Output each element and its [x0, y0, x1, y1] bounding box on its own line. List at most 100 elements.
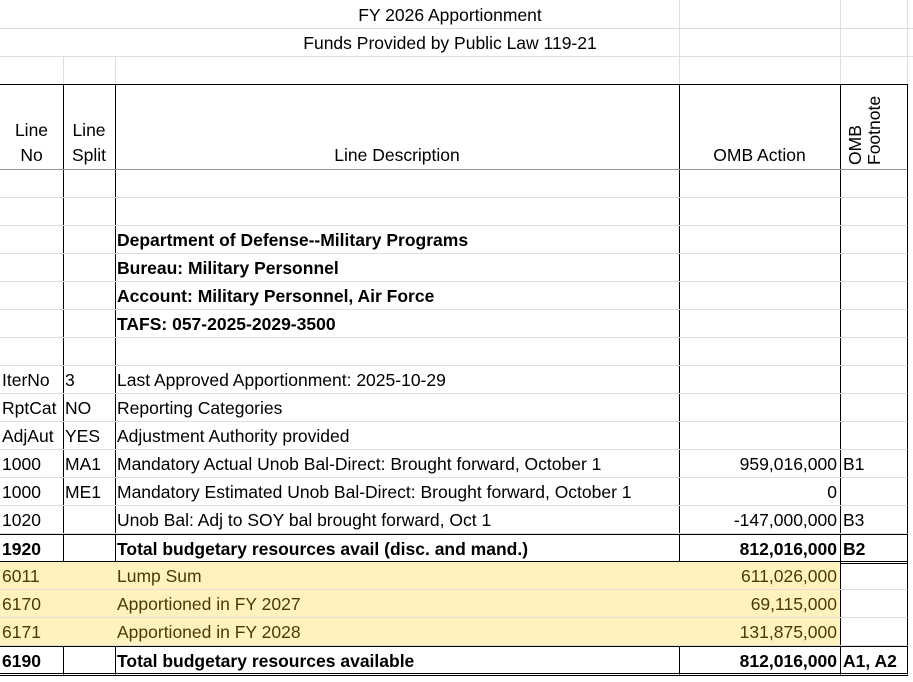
cell-omb-footnote[interactable]: A1, A2 [840, 646, 908, 676]
cell-omb-footnote[interactable] [840, 226, 908, 254]
cell-line-no[interactable] [0, 198, 64, 226]
cell-omb-action[interactable] [679, 394, 841, 422]
cell-line-split[interactable] [63, 534, 116, 564]
cell-omb-footnote[interactable] [840, 282, 908, 310]
cell-omb-action[interactable]: 959,016,000 [679, 450, 841, 478]
cell-line-description[interactable]: Total budgetary resources available [115, 646, 680, 676]
cell-line-description[interactable]: Apportioned in FY 2027 [115, 590, 680, 618]
cell-line-no[interactable]: 6170 [0, 590, 64, 618]
cell-line-description[interactable] [115, 198, 680, 226]
cell-line-split[interactable]: 3 [63, 366, 116, 394]
cell-line-description[interactable]: Last Approved Apportionment: 2025-10-29 [115, 366, 680, 394]
cell-line-split[interactable] [63, 618, 116, 646]
cell-line-description[interactable]: Mandatory Actual Unob Bal-Direct: Brough… [115, 450, 680, 478]
table-row: 1020 Unob Bal: Adj to SOY bal brought for… [0, 506, 913, 534]
cell-omb-action[interactable] [679, 338, 841, 366]
cell-line-split[interactable] [63, 310, 116, 338]
cell-line-no[interactable]: AdjAut [0, 422, 64, 450]
cell-line-no[interactable]: 6011 [0, 562, 64, 590]
table-row: TAFS: 057-2025-2029-3500 [0, 310, 913, 338]
cell-line-description[interactable]: Mandatory Estimated Unob Bal-Direct: Bro… [115, 478, 680, 506]
cell-line-split[interactable]: ME1 [63, 478, 116, 506]
cell-omb-action[interactable] [679, 198, 841, 226]
cell-line-description[interactable]: Account: Military Personnel, Air Force [115, 282, 680, 310]
cell-omb-footnote[interactable] [840, 590, 908, 618]
cell-omb-action[interactable]: -147,000,000 [679, 506, 841, 534]
header-line-description: Line Description [115, 84, 680, 170]
cell-line-no[interactable] [0, 310, 64, 338]
header-omb-footnote: OMB Footnote [840, 84, 908, 170]
cell-line-no[interactable] [0, 170, 64, 198]
cell-line-split[interactable] [63, 170, 116, 198]
cell-omb-footnote[interactable] [840, 394, 908, 422]
cell-omb-action[interactable] [679, 310, 841, 338]
table-row: 1000 ME1 Mandatory Estimated Unob Bal-Dire… [0, 478, 913, 506]
cell-line-no[interactable] [0, 282, 64, 310]
cell-line-split[interactable]: MA1 [63, 450, 116, 478]
cell-omb-footnote[interactable] [840, 170, 908, 198]
report-title: FY 2026 Apportionment [358, 5, 542, 25]
cell-omb-action[interactable] [679, 282, 841, 310]
cell-omb-action[interactable]: 812,016,000 [679, 646, 841, 676]
cell-omb-action[interactable] [679, 226, 841, 254]
cell-omb-footnote[interactable] [840, 338, 908, 366]
cell-omb-footnote[interactable] [840, 366, 908, 394]
cell-omb-action[interactable] [679, 422, 841, 450]
cell-omb-action[interactable]: 69,115,000 [679, 590, 841, 618]
cell-line-split[interactable] [63, 338, 116, 366]
cell-line-description[interactable]: Apportioned in FY 2028 [115, 618, 680, 646]
cell-omb-action[interactable]: 611,026,000 [679, 562, 841, 590]
cell-line-split[interactable] [63, 226, 116, 254]
cell-line-split[interactable]: NO [63, 394, 116, 422]
cell-line-no[interactable]: IterNo [0, 366, 64, 394]
cell-omb-footnote[interactable] [840, 422, 908, 450]
cell-line-no[interactable]: 6190 [0, 646, 64, 676]
cell-line-description[interactable] [115, 170, 680, 198]
cell-line-split[interactable]: YES [63, 422, 116, 450]
cell-omb-action[interactable] [679, 254, 841, 282]
cell-omb-footnote[interactable] [840, 198, 908, 226]
cell-line-description[interactable]: Department of Defense--Military Programs [115, 226, 680, 254]
cell-line-no[interactable]: 1920 [0, 534, 64, 564]
cell-line-split[interactable] [63, 282, 116, 310]
cell-line-no[interactable]: 1000 [0, 478, 64, 506]
cell-omb-footnote[interactable] [840, 618, 908, 646]
cell-line-description[interactable]: Lump Sum [115, 562, 680, 590]
cell-line-no[interactable] [0, 254, 64, 282]
cell-line-description[interactable] [115, 338, 680, 366]
table-row: IterNo 3 Last Approved Apportionment: 2025… [0, 366, 913, 394]
cell-line-no[interactable] [0, 338, 64, 366]
cell-line-no[interactable] [0, 226, 64, 254]
cell-omb-action[interactable] [679, 366, 841, 394]
cell-line-split[interactable] [63, 562, 116, 590]
cell-line-split[interactable] [63, 646, 116, 676]
cell-line-description[interactable]: TAFS: 057-2025-2029-3500 [115, 310, 680, 338]
cell-line-no[interactable]: 1020 [0, 506, 64, 534]
cell-line-no[interactable]: RptCat [0, 394, 64, 422]
cell-line-description[interactable]: Total budgetary resources avail (disc. a… [115, 534, 680, 564]
cell-omb-action[interactable]: 0 [679, 478, 841, 506]
cell-omb-footnote[interactable] [840, 562, 908, 590]
header-line-split-1: Line [72, 120, 106, 140]
cell-line-split[interactable] [63, 254, 116, 282]
cell-line-split[interactable] [63, 198, 116, 226]
cell-omb-action[interactable]: 812,016,000 [679, 534, 841, 564]
header-omb-footnote-1: OMB [845, 125, 865, 165]
cell-line-split[interactable] [63, 590, 116, 618]
cell-omb-footnote[interactable]: B1 [840, 450, 908, 478]
cell-line-description[interactable]: Reporting Categories [115, 394, 680, 422]
cell-line-description[interactable]: Bureau: Military Personnel [115, 254, 680, 282]
cell-omb-footnote[interactable] [840, 254, 908, 282]
cell-line-description[interactable]: Adjustment Authority provided [115, 422, 680, 450]
cell-omb-action[interactable]: 131,875,000 [679, 618, 841, 646]
cell-omb-footnote[interactable]: B3 [840, 506, 908, 534]
cell-line-no[interactable]: 6171 [0, 618, 64, 646]
cell-omb-footnote[interactable] [840, 310, 908, 338]
cell-omb-footnote[interactable] [840, 478, 908, 506]
cell-line-no[interactable]: 1000 [0, 450, 64, 478]
cell-line-split[interactable] [63, 506, 116, 534]
cell-omb-action[interactable] [679, 170, 841, 198]
cell-line-description[interactable]: Unob Bal: Adj to SOY bal brought forward… [115, 506, 680, 534]
cell-omb-footnote[interactable]: B2 [840, 534, 908, 564]
table-row: 1920 Total budgetary resources avail (dis… [0, 534, 913, 564]
